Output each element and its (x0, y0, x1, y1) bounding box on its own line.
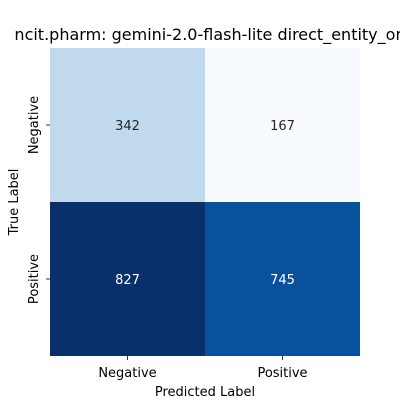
x-axis-label: Predicted Label (155, 385, 255, 400)
heatmap-cells: 342 167 827 745 (50, 48, 360, 356)
y-axis-ticks: Negative Positive (27, 96, 50, 304)
heatmap-cell-negative-positive (205, 48, 360, 202)
heatmap-cell-positive-negative (50, 202, 205, 356)
cell-value-label: 827 (115, 273, 140, 288)
cell-value-label: 342 (115, 119, 140, 134)
x-axis-ticks: Negative Positive (98, 356, 308, 381)
y-tick-label: Positive (27, 254, 42, 304)
heatmap-cell-negative-negative (50, 48, 205, 202)
cell-value-label: 745 (270, 273, 295, 288)
x-tick-label: Positive (257, 366, 307, 381)
chart-title: ncit.pharm: gemini-2.0-flash-lite direct… (14, 25, 400, 45)
heatmap-cell-positive-positive (205, 202, 360, 356)
y-axis-label: True Label (7, 169, 22, 237)
cell-value-label: 167 (270, 119, 295, 134)
x-tick-label: Negative (98, 366, 156, 381)
y-tick-label: Negative (27, 96, 42, 154)
